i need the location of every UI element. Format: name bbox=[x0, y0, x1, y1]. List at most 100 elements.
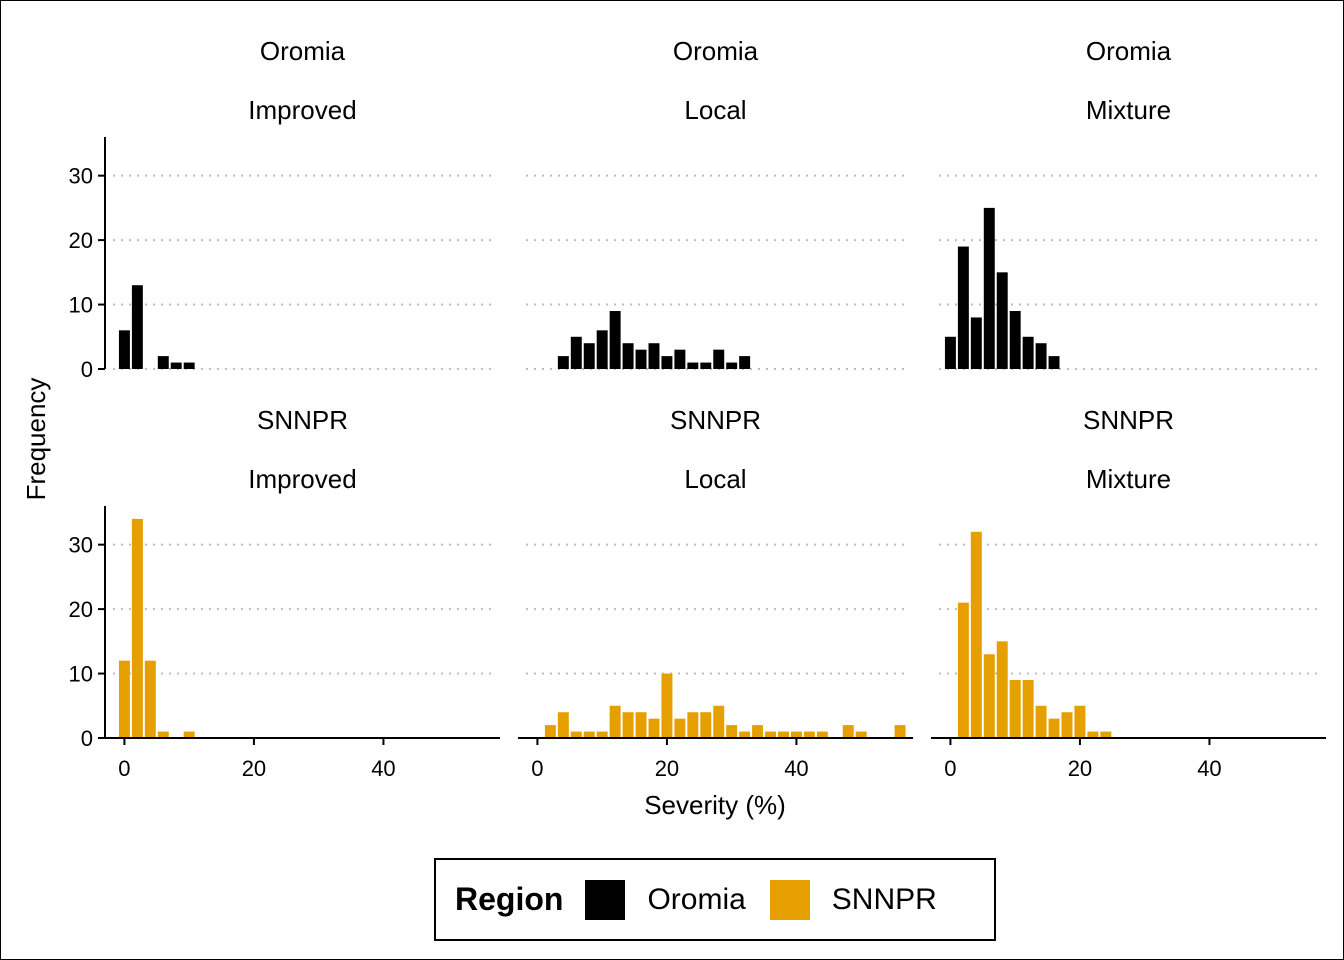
y-tick-label: 30 bbox=[69, 533, 93, 558]
strip-label-region: SNNPR bbox=[257, 405, 348, 435]
strip-label-region: Oromia bbox=[673, 36, 759, 66]
histogram-bar bbox=[1074, 705, 1086, 738]
strip-label-variety: Mixture bbox=[1086, 95, 1171, 125]
histogram-bar bbox=[1035, 705, 1047, 738]
histogram-bar bbox=[570, 731, 582, 738]
histogram-bar bbox=[144, 660, 156, 738]
histogram-bar bbox=[648, 343, 660, 369]
legend-title: Region bbox=[455, 881, 564, 917]
histogram-bar bbox=[713, 705, 725, 738]
legend-label-snnpr: SNNPR bbox=[831, 882, 937, 916]
histogram-bar bbox=[183, 362, 195, 369]
strip-label-region: SNNPR bbox=[1083, 405, 1174, 435]
histogram-bar bbox=[544, 725, 556, 738]
legend-key-oromia bbox=[585, 879, 626, 920]
histogram-bar bbox=[944, 336, 956, 369]
histogram-bar bbox=[1035, 343, 1047, 369]
histogram-bar bbox=[157, 356, 169, 369]
panel-snnpr-improved: SNNPR Improved 0 10 20 30 0 20 40 bbox=[69, 405, 500, 781]
histogram-bar bbox=[609, 705, 621, 738]
strip-label-variety: Improved bbox=[248, 95, 356, 125]
x-tick-label: 20 bbox=[655, 756, 679, 781]
histogram-bar bbox=[957, 246, 969, 369]
histogram-bar bbox=[131, 285, 143, 369]
strip-label-region: Oromia bbox=[1086, 36, 1172, 66]
histogram-bar bbox=[583, 343, 595, 369]
strip-label-variety: Local bbox=[684, 464, 746, 494]
y-tick-label: 20 bbox=[69, 228, 93, 253]
histogram-bar bbox=[596, 330, 608, 369]
strip-label-region: SNNPR bbox=[670, 405, 761, 435]
legend: Region Oromia SNNPR bbox=[434, 858, 996, 941]
histogram-bar bbox=[765, 731, 777, 738]
histogram-bar bbox=[894, 725, 906, 738]
histogram-bar bbox=[970, 531, 982, 738]
histogram-bar bbox=[661, 673, 673, 738]
histogram-bar bbox=[1061, 712, 1073, 738]
histogram-bar bbox=[622, 343, 634, 369]
histogram-bar bbox=[996, 641, 1008, 738]
histogram-bar bbox=[790, 731, 802, 738]
histogram-bar bbox=[726, 362, 738, 369]
y-axis-title: Frequency bbox=[21, 378, 51, 501]
y-tick-label: 10 bbox=[69, 293, 93, 318]
y-tick-label: 0 bbox=[81, 357, 93, 382]
histogram-bar bbox=[996, 272, 1008, 369]
x-tick-label: 20 bbox=[1068, 756, 1092, 781]
histogram-bar bbox=[1048, 718, 1060, 738]
y-tick-label: 10 bbox=[69, 662, 93, 687]
histogram-bar bbox=[778, 731, 789, 738]
histogram-bar bbox=[752, 725, 764, 738]
histogram-bar bbox=[700, 712, 712, 738]
x-axis-title: Severity (%) bbox=[644, 790, 786, 820]
histogram-bar bbox=[713, 349, 725, 369]
histogram-bar bbox=[674, 349, 686, 369]
histogram-bar bbox=[1022, 680, 1034, 738]
histogram-bar bbox=[622, 712, 634, 738]
x-tick-label: 0 bbox=[944, 756, 956, 781]
histogram-bar bbox=[118, 660, 130, 738]
histogram-bar bbox=[131, 518, 143, 738]
panel-oromia-improved: Oromia Improved 0 10 20 30 bbox=[69, 36, 494, 382]
y-tick-label: 0 bbox=[81, 726, 93, 751]
histogram-bar bbox=[983, 654, 995, 738]
histogram-bar bbox=[1048, 356, 1060, 369]
histogram-bar bbox=[1009, 680, 1021, 738]
histogram-bar bbox=[118, 330, 130, 369]
panel-snnpr-mixture: SNNPR Mixture 0 20 40 bbox=[931, 405, 1326, 781]
histogram-bar bbox=[816, 731, 828, 738]
legend-key-snnpr bbox=[769, 879, 810, 920]
histogram-bar bbox=[803, 731, 815, 738]
histogram-bar bbox=[1100, 731, 1112, 738]
histogram-bar bbox=[183, 731, 195, 738]
histogram-bar bbox=[557, 356, 569, 369]
histogram-bar bbox=[583, 731, 595, 738]
histogram-bar bbox=[739, 356, 751, 369]
y-tick-label: 20 bbox=[69, 597, 93, 622]
strip-label-variety: Improved bbox=[248, 464, 356, 494]
x-tick-label: 40 bbox=[371, 756, 395, 781]
histogram-bar bbox=[1087, 731, 1099, 738]
x-tick-label: 40 bbox=[784, 756, 808, 781]
legend-label-oromia: Oromia bbox=[647, 882, 746, 916]
histogram-bar bbox=[170, 362, 182, 369]
histogram-bar bbox=[674, 718, 686, 738]
histogram-bar bbox=[687, 712, 699, 738]
histogram-bar bbox=[1009, 311, 1021, 369]
histogram-bar bbox=[855, 731, 867, 738]
histogram-bar bbox=[557, 712, 569, 738]
strip-label-variety: Local bbox=[684, 95, 746, 125]
histogram-bar bbox=[700, 362, 712, 369]
strip-label-region: Oromia bbox=[260, 36, 346, 66]
histogram-bar bbox=[635, 712, 647, 738]
histogram-bar bbox=[570, 336, 582, 369]
histogram-bar bbox=[635, 349, 647, 369]
histogram-bar bbox=[970, 317, 982, 369]
histogram-bar bbox=[687, 362, 699, 369]
histogram-bar bbox=[983, 207, 995, 369]
panel-oromia-local: Oromia Local bbox=[526, 36, 907, 370]
histogram-bar bbox=[726, 725, 738, 738]
x-tick-label: 0 bbox=[531, 756, 543, 781]
histogram-bar bbox=[842, 725, 854, 738]
